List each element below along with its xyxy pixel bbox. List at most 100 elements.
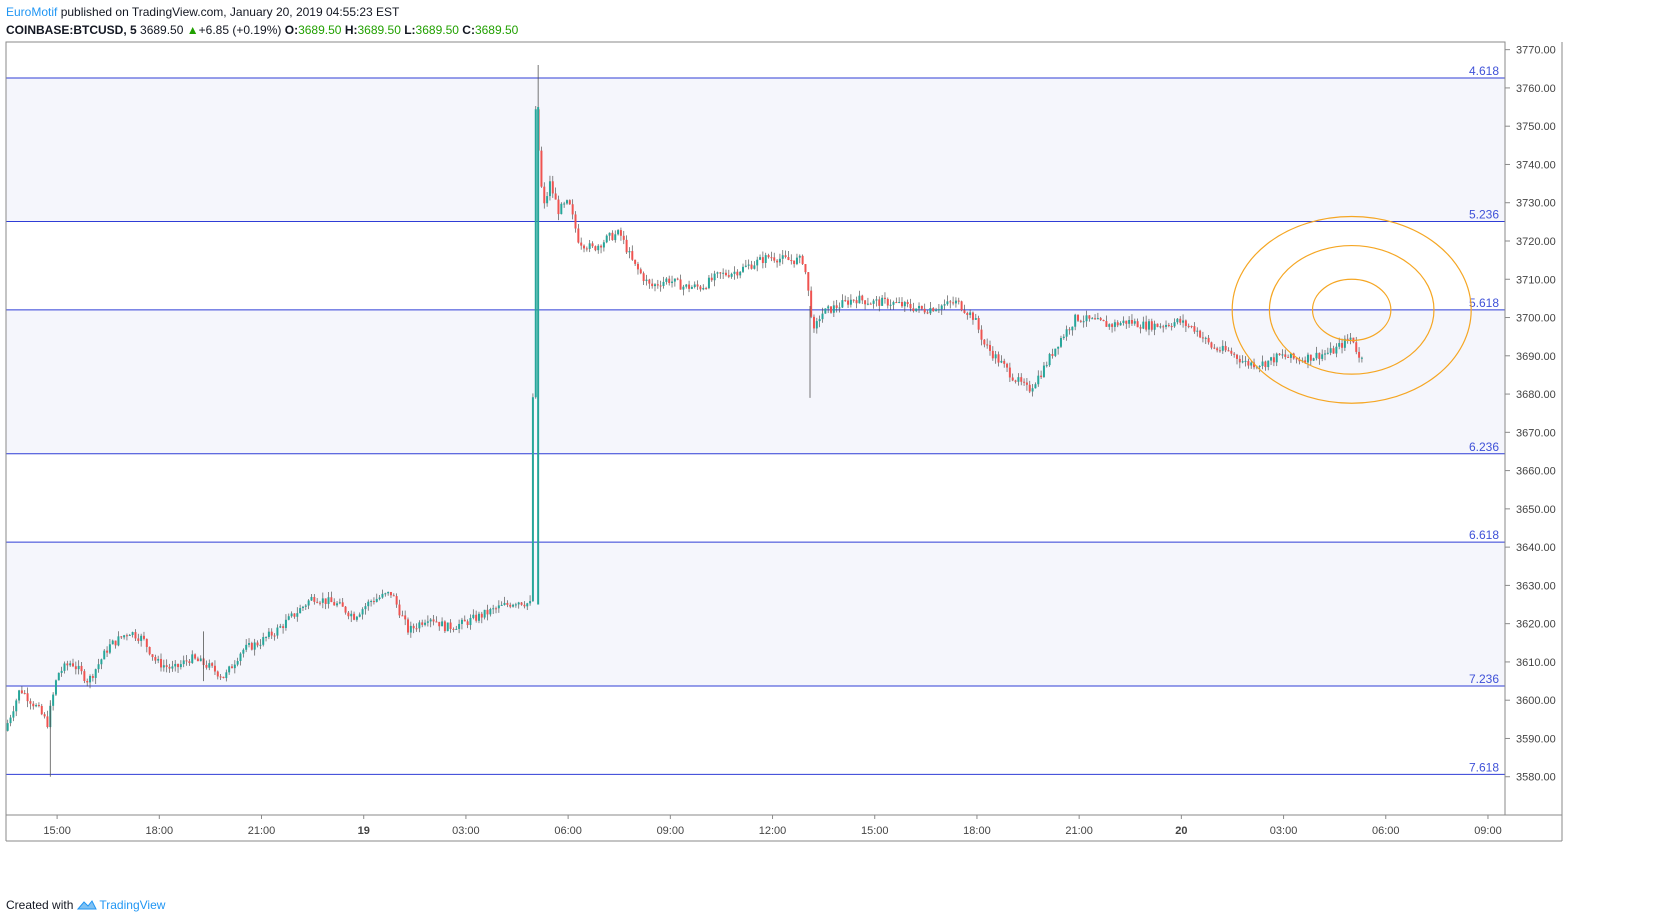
candle-body bbox=[57, 672, 60, 681]
x-tick-label: 12:00 bbox=[759, 825, 787, 837]
candle-body bbox=[957, 300, 960, 302]
candle-body bbox=[724, 272, 727, 276]
candle-body bbox=[103, 650, 106, 660]
candle-body bbox=[1349, 337, 1352, 340]
candle-body bbox=[1023, 381, 1026, 383]
candle-body bbox=[267, 631, 270, 638]
candle-body bbox=[333, 602, 336, 606]
candle-body bbox=[123, 635, 126, 638]
candle-body bbox=[574, 214, 577, 229]
candle-body bbox=[963, 310, 966, 313]
candle-body bbox=[1176, 318, 1179, 323]
y-tick-label: 3730.00 bbox=[1516, 198, 1556, 210]
candle-body bbox=[1261, 361, 1264, 366]
candle-body bbox=[642, 273, 645, 282]
candle-body bbox=[480, 613, 483, 618]
candle-body bbox=[495, 608, 498, 610]
candle-body bbox=[810, 290, 813, 317]
candle-body bbox=[151, 654, 154, 658]
candle-body bbox=[9, 717, 12, 724]
x-tick-label: 06:00 bbox=[554, 825, 582, 837]
candle-body bbox=[338, 602, 341, 604]
candle-body bbox=[228, 666, 231, 673]
candle-body bbox=[1224, 345, 1227, 351]
candle-body bbox=[1028, 384, 1031, 392]
candle-body bbox=[526, 603, 529, 607]
candle-body bbox=[1133, 321, 1136, 324]
candle-body bbox=[790, 260, 793, 262]
candle-body bbox=[1105, 321, 1108, 327]
candle-body bbox=[935, 309, 938, 312]
candle-body bbox=[980, 329, 983, 340]
candle-body bbox=[1341, 343, 1344, 348]
y-tick-label: 3590.00 bbox=[1516, 733, 1556, 745]
change-arrow-icon: ▲ bbox=[186, 23, 199, 37]
candle-body bbox=[583, 245, 586, 249]
candle-body bbox=[912, 308, 915, 312]
candle-body bbox=[1142, 321, 1145, 329]
candle-body bbox=[645, 279, 648, 282]
candle-body bbox=[401, 615, 404, 617]
candle-body bbox=[37, 704, 40, 706]
candle-body bbox=[804, 264, 807, 273]
candle-body bbox=[883, 297, 886, 299]
candle-body bbox=[1071, 326, 1074, 331]
candle-body bbox=[665, 278, 668, 282]
candle-body bbox=[438, 621, 441, 627]
candle-body bbox=[898, 302, 901, 304]
candle-body bbox=[29, 701, 32, 704]
candle-body bbox=[389, 591, 392, 596]
author-link[interactable]: EuroMotif bbox=[6, 5, 58, 19]
candle-body bbox=[636, 263, 639, 270]
candle-body bbox=[594, 246, 597, 251]
fib-level-label: 5.618 bbox=[1469, 296, 1499, 310]
candle-body bbox=[293, 613, 296, 617]
candle-body bbox=[415, 628, 418, 630]
candle-body bbox=[591, 243, 594, 247]
candle-body bbox=[1281, 354, 1284, 356]
candle-body bbox=[361, 609, 364, 615]
candle-body bbox=[1128, 320, 1131, 324]
candle-body bbox=[971, 312, 974, 320]
candle-body bbox=[165, 665, 168, 667]
open-value: 3689.50 bbox=[298, 23, 342, 37]
candle-body bbox=[1094, 318, 1097, 320]
x-tick-label: 03:00 bbox=[1270, 825, 1298, 837]
candle-body bbox=[94, 669, 97, 678]
candle-body bbox=[358, 614, 361, 617]
candle-body bbox=[1210, 342, 1213, 348]
candle-body bbox=[1213, 347, 1216, 349]
candle-body bbox=[1011, 377, 1014, 381]
candle-body bbox=[279, 626, 282, 628]
candle-body bbox=[1324, 353, 1327, 355]
candle-body bbox=[807, 272, 810, 291]
candle-body bbox=[651, 283, 654, 287]
candle-body bbox=[1199, 330, 1202, 338]
candle-body bbox=[52, 694, 55, 706]
candle-body bbox=[299, 608, 302, 614]
candle-body bbox=[866, 303, 869, 305]
candle-body bbox=[492, 608, 495, 610]
candle-body bbox=[114, 640, 117, 646]
candle-body bbox=[1025, 382, 1028, 385]
candle-body bbox=[443, 621, 446, 632]
candle-body bbox=[1147, 321, 1150, 330]
candle-body bbox=[40, 705, 43, 715]
candle-body bbox=[321, 598, 324, 603]
candle-body bbox=[937, 309, 940, 311]
candle-body bbox=[1108, 324, 1111, 327]
candle-body bbox=[1335, 346, 1338, 354]
candle-body bbox=[634, 259, 637, 264]
candle-body bbox=[46, 716, 49, 728]
high-label: H: bbox=[344, 23, 358, 37]
tradingview-brand[interactable]: TradingView bbox=[77, 898, 165, 912]
candle-body bbox=[395, 596, 398, 605]
candle-body bbox=[1216, 348, 1219, 351]
candle-body bbox=[43, 714, 46, 717]
candle-body bbox=[827, 306, 830, 309]
candle-body bbox=[54, 680, 57, 695]
candle-body bbox=[89, 676, 92, 683]
candle-body bbox=[398, 604, 401, 616]
candle-body bbox=[1088, 315, 1091, 319]
